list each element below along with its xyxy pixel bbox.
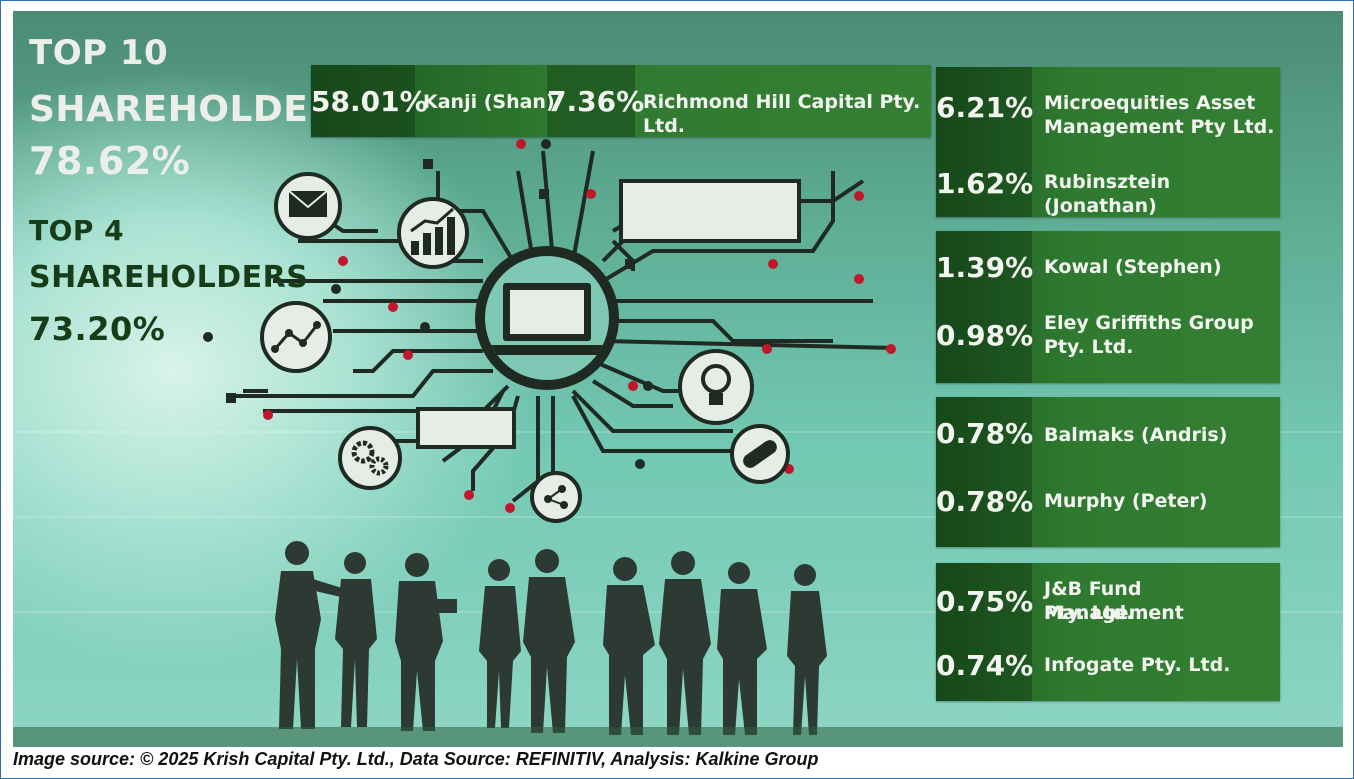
shareholder-percentage: 1.39% [936, 251, 1034, 284]
circuit-illustration [13, 139, 1343, 747]
shareholder-name: Microequities Asset [1044, 92, 1256, 114]
shareholder-percentage: 0.75% [936, 585, 1034, 618]
top4-label-line2: SHAREHOLDERS [29, 260, 309, 295]
image-source-footer: Image source: © 2025 Krish Capital Pty. … [13, 749, 819, 769]
envelope-icon [274, 172, 342, 240]
shareholder-name-line2: Management Pty Ltd. [1044, 116, 1275, 138]
shareholder-box: 0.75% J&B Fund Management Pty. Ltd. 0.74… [936, 563, 1280, 701]
gears-icon [338, 426, 402, 490]
top10-percentage: 78.62% [29, 139, 191, 183]
line-chart-icon [260, 301, 332, 373]
shareholder-name: Kanji (Shan) [423, 91, 555, 113]
shareholder-box: 1.39% Kowal (Stephen) 0.98% Eley Griffit… [936, 231, 1280, 383]
top10-label-line1: TOP 10 [29, 33, 169, 73]
shareholder-name-line2: Pty. Ltd. [1044, 602, 1134, 624]
texture-line [13, 516, 1343, 518]
shareholder-name: Rubinsztein (Jonathan) [1044, 171, 1171, 217]
shareholder-name: Murphy (Peter) [1044, 490, 1208, 512]
shareholder-percentage: 0.98% [936, 319, 1034, 352]
screen-rect [619, 179, 801, 243]
top4-label-line1: TOP 4 [29, 214, 125, 247]
share-icon [530, 471, 582, 523]
shareholder-percentage: 0.78% [936, 485, 1034, 518]
shareholder-percentage: 1.62% [936, 167, 1034, 200]
shareholder-percentage: 7.36% [547, 85, 645, 118]
growth-chart-icon [397, 197, 469, 269]
people-silhouettes [275, 541, 827, 735]
pill-icon [730, 424, 790, 484]
infographic-panel: TOP 10 SHAREHOLDERS 78.62% TOP 4 SHAREHO… [13, 11, 1343, 747]
shareholder-name: J&B Fund Management [1044, 578, 1184, 624]
shareholder-percentage: 0.74% [936, 649, 1034, 682]
shareholder-box: 6.21% Microequities Asset Management Pty… [936, 67, 1280, 217]
shareholder-box: 0.78% Balmaks (Andris) 0.78% Murphy (Pet… [936, 397, 1280, 547]
shareholder-name: Eley Griffiths Group [1044, 312, 1254, 334]
shareholder-percentage: 0.78% [936, 417, 1034, 450]
shareholder-name: Richmond Hill Capital Pty. Ltd. [643, 91, 921, 137]
shareholder-name: Balmaks (Andris) [1044, 424, 1228, 446]
shareholder-name: Infogate Pty. Ltd. [1044, 654, 1231, 676]
shareholder-name: Kowal (Stephen) [1044, 256, 1222, 278]
top4-percentage: 73.20% [29, 310, 166, 348]
ground-strip [13, 727, 1343, 747]
shareholder-name-line2: Pty. Ltd. [1044, 336, 1134, 358]
shareholder-percentage: 6.21% [936, 91, 1034, 124]
top-row-box: 58.01% Kanji (Shan) 7.36% Richmond Hill … [311, 65, 931, 137]
screen-rect [416, 407, 516, 449]
top10-label-line2: SHAREHOLDERS [29, 89, 364, 130]
shareholder-percentage: 58.01% [311, 85, 428, 118]
laptop-icon [491, 283, 603, 355]
lightbulb-icon [678, 349, 754, 425]
